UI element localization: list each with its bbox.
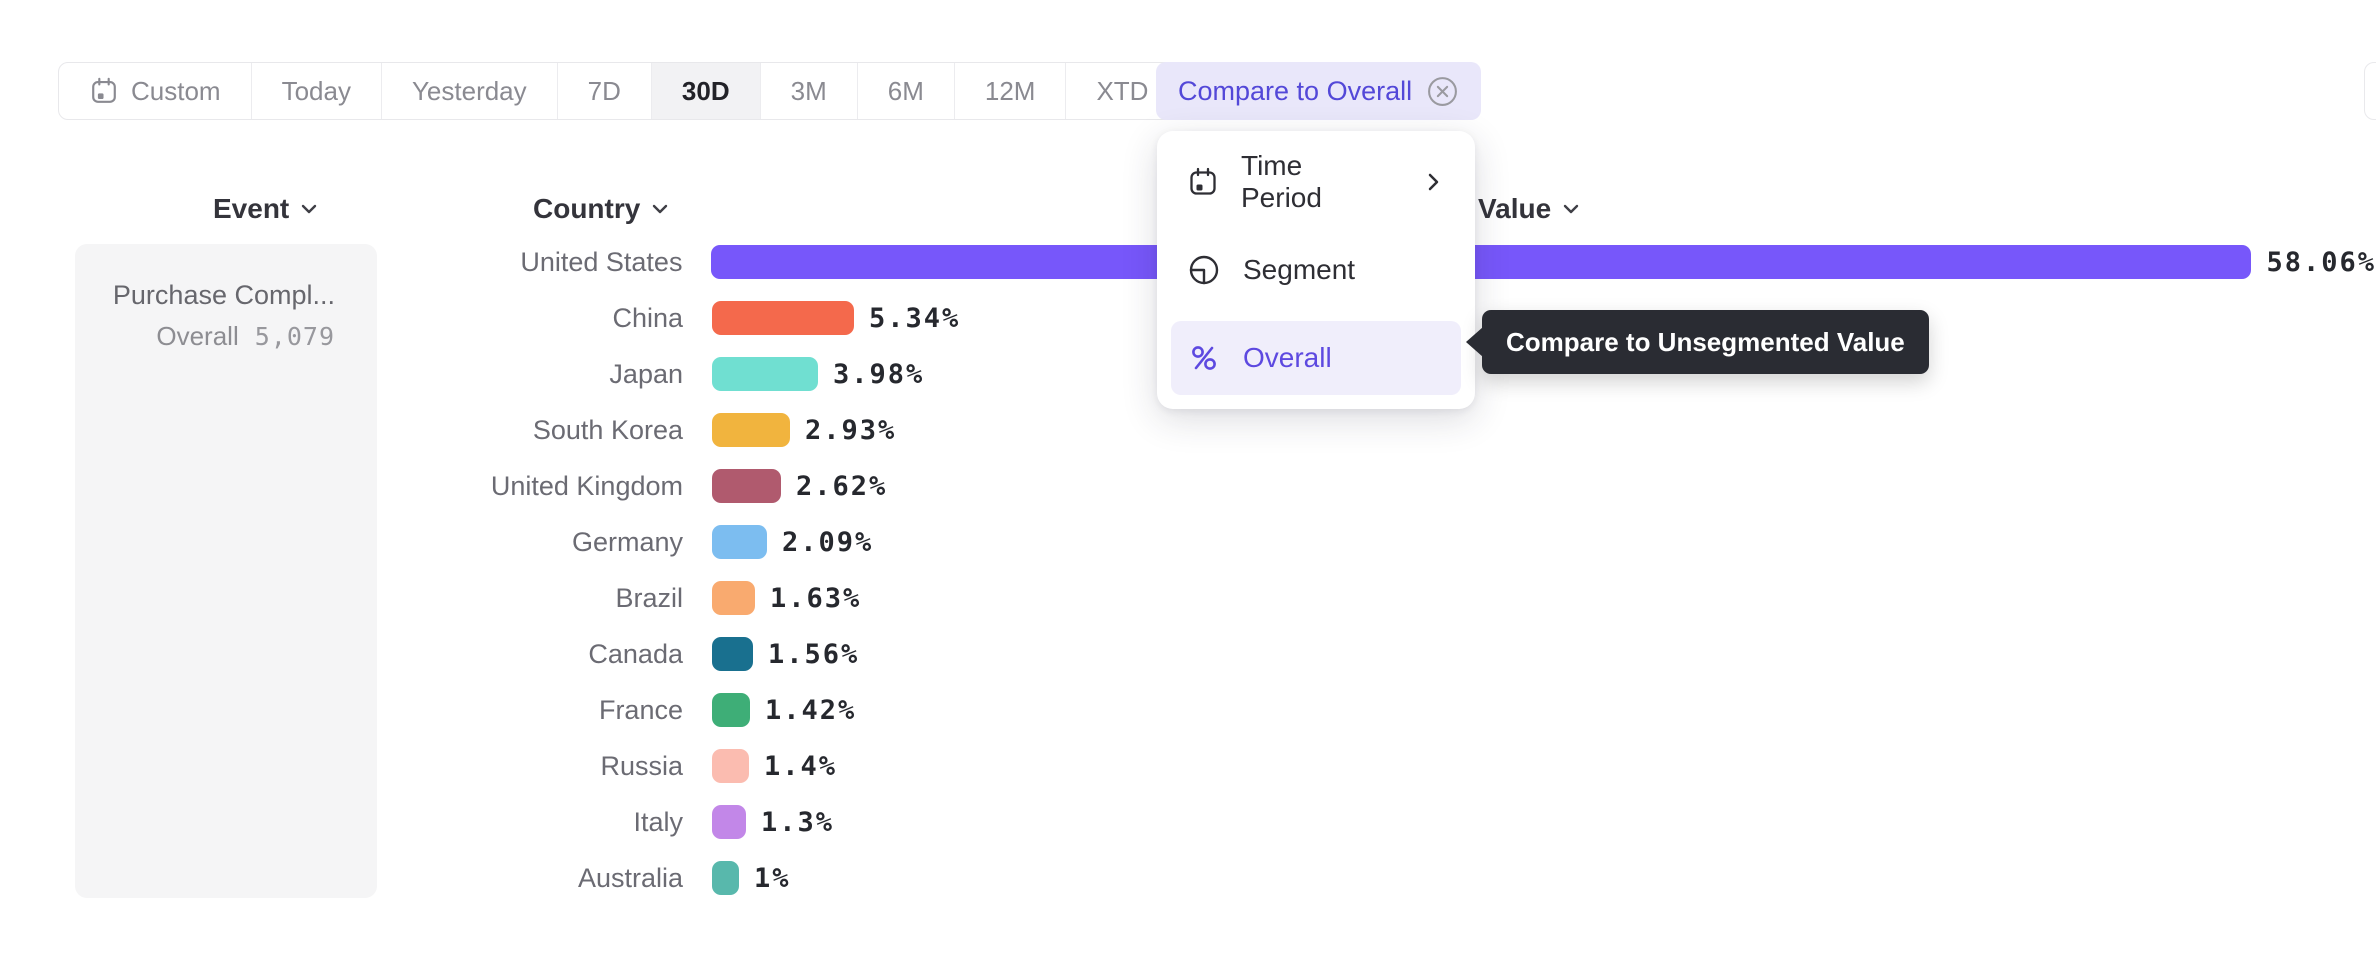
chart-row: United States 58.06% bbox=[0, 234, 2376, 290]
range-button-label: Custom bbox=[131, 75, 221, 106]
calendar-icon bbox=[89, 76, 119, 106]
chart-row: France 1.42% bbox=[0, 682, 2376, 738]
country-label: China bbox=[612, 302, 683, 333]
menu-item-time-period[interactable]: Time Period bbox=[1171, 145, 1461, 219]
tooltip-text: Compare to Unsegmented Value bbox=[1506, 326, 1905, 357]
range-button-custom[interactable]: Custom bbox=[59, 63, 252, 119]
value-label: 1.3% bbox=[761, 806, 835, 838]
value-column-label: Value bbox=[1478, 193, 1552, 224]
chart-row: Canada 1.56% bbox=[0, 626, 2376, 682]
country-bar[interactable] bbox=[712, 357, 818, 391]
country-label: United States bbox=[520, 246, 683, 277]
chart-row: South Korea 2.93% bbox=[0, 402, 2376, 458]
country-label: Russia bbox=[600, 750, 683, 781]
country-bar[interactable] bbox=[712, 525, 767, 559]
value-label: 1% bbox=[754, 862, 791, 894]
chevron-down-icon bbox=[298, 198, 320, 220]
range-button-label: 3M bbox=[790, 75, 827, 106]
range-button-today[interactable]: Today bbox=[252, 63, 382, 119]
country-bar[interactable] bbox=[712, 581, 755, 615]
country-label: Brazil bbox=[615, 582, 683, 613]
range-button-12m[interactable]: 12M bbox=[955, 63, 1067, 119]
chevron-down-icon bbox=[1560, 198, 1582, 220]
value-label: 2.93% bbox=[805, 414, 897, 446]
value-label: 1.63% bbox=[770, 582, 862, 614]
country-bar[interactable] bbox=[712, 861, 739, 895]
calendar-icon bbox=[1187, 166, 1219, 198]
chart-row: Japan 3.98% bbox=[0, 346, 2376, 402]
overall-label: Overall bbox=[156, 321, 239, 351]
compare-to-overall-pill[interactable]: Compare to Overall bbox=[1156, 62, 1482, 120]
value-label: 1.56% bbox=[768, 638, 860, 670]
range-button-label: XTD bbox=[1096, 75, 1149, 106]
country-bar[interactable] bbox=[711, 245, 2252, 279]
value-label: 3.98% bbox=[833, 358, 925, 390]
bar-chart: United States 58.06% China 5.34% Japan 3.98… bbox=[0, 234, 2376, 906]
chart-row: Brazil 1.63% bbox=[0, 570, 2376, 626]
country-label: South Korea bbox=[532, 414, 683, 445]
chart-row: Russia 1.4% bbox=[0, 738, 2376, 794]
event-column-header[interactable]: Event bbox=[213, 192, 320, 226]
country-label: Canada bbox=[588, 638, 683, 669]
circle-x-icon[interactable] bbox=[1426, 75, 1459, 108]
country-label: France bbox=[598, 694, 683, 725]
menu-item-label: Segment bbox=[1243, 254, 1356, 285]
event-name: Purchase Compl... bbox=[112, 280, 335, 310]
chart-row: Italy 1.3% bbox=[0, 794, 2376, 850]
compare-pill-label: Compare to Overall bbox=[1178, 75, 1413, 106]
tooltip-arrow-icon bbox=[1466, 327, 1483, 357]
country-bar[interactable] bbox=[712, 469, 781, 503]
event-column-label: Event bbox=[213, 193, 290, 224]
country-label: United Kingdom bbox=[490, 470, 683, 501]
menu-item-overall[interactable]: Overall bbox=[1171, 321, 1461, 395]
overall-value: 5,079 bbox=[254, 322, 335, 351]
range-button-label: 6M bbox=[887, 75, 924, 106]
chart-row: China 5.34% bbox=[0, 290, 2376, 346]
country-bar[interactable] bbox=[712, 749, 749, 783]
menu-item-label: Overall bbox=[1243, 342, 1332, 373]
country-bar[interactable] bbox=[712, 301, 854, 335]
value-column-header[interactable]: Value bbox=[1478, 192, 1582, 226]
chart-row: Australia 1% bbox=[0, 850, 2376, 906]
value-label: 1.42% bbox=[765, 694, 857, 726]
segment-icon bbox=[1187, 253, 1221, 287]
tooltip: Compare to Unsegmented Value bbox=[1466, 310, 1929, 374]
range-button-label: Today bbox=[281, 75, 351, 106]
country-label: Japan bbox=[609, 358, 683, 389]
chart-row: United Kingdom 2.62% bbox=[0, 458, 2376, 514]
menu-item-label: Time Period bbox=[1241, 150, 1322, 213]
event-card[interactable]: Purchase Compl... Overall 5,079 bbox=[75, 244, 377, 898]
value-label: 1.4% bbox=[764, 750, 838, 782]
country-bar[interactable] bbox=[712, 413, 790, 447]
clipped-button[interactable] bbox=[2364, 62, 2376, 120]
country-column-header[interactable]: Country bbox=[533, 192, 671, 226]
menu-item-segment[interactable]: Segment bbox=[1171, 233, 1461, 307]
chart-row: Germany 2.09% bbox=[0, 514, 2376, 570]
country-bar[interactable] bbox=[712, 693, 750, 727]
country-bar[interactable] bbox=[712, 805, 746, 839]
percent-icon bbox=[1187, 341, 1221, 375]
date-range-toolbar: Custom Today Yesterday 7D 30D 3M 6M 12M … bbox=[58, 62, 1214, 120]
country-label: Australia bbox=[577, 862, 683, 893]
compare-dropdown-menu: Time Period Segment Overall bbox=[1157, 131, 1475, 409]
country-label: Germany bbox=[571, 526, 683, 557]
range-button-6m[interactable]: 6M bbox=[858, 63, 955, 119]
value-label: 2.62% bbox=[796, 470, 888, 502]
value-label: 5.34% bbox=[869, 302, 961, 334]
range-button-label: 30D bbox=[681, 75, 730, 106]
country-bar[interactable] bbox=[712, 637, 753, 671]
range-button-7d[interactable]: 7D bbox=[558, 63, 652, 119]
range-button-label: 12M bbox=[984, 75, 1036, 106]
country-column-label: Country bbox=[533, 193, 641, 224]
chevron-right-icon bbox=[1421, 170, 1445, 194]
value-label: 58.06% bbox=[2266, 246, 2376, 278]
range-button-30d[interactable]: 30D bbox=[651, 63, 761, 119]
range-button-3m[interactable]: 3M bbox=[761, 63, 858, 119]
country-label: Italy bbox=[633, 806, 683, 837]
range-button-yesterday[interactable]: Yesterday bbox=[382, 63, 558, 119]
range-button-label: 7D bbox=[587, 75, 621, 106]
range-button-label: Yesterday bbox=[411, 75, 527, 106]
chevron-down-icon bbox=[649, 198, 671, 220]
value-label: 2.09% bbox=[782, 526, 874, 558]
